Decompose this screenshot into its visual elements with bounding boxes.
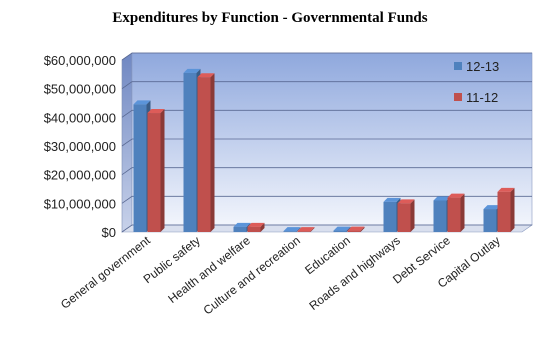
y-tick-label: $40,000,000 — [44, 110, 116, 125]
x-tick-label: Culture and recreation — [201, 233, 303, 317]
gridline — [121, 138, 532, 147]
legend-swatch-series-1 — [454, 62, 462, 70]
bar — [347, 226, 365, 232]
chart-title: Expenditures by Function - Governmental … — [112, 10, 427, 26]
y-tick-label: $0 — [102, 225, 116, 240]
gridline — [121, 109, 532, 118]
y-tick-label: $60,000,000 — [44, 53, 116, 68]
legend-swatch-series-2 — [454, 93, 462, 101]
legend: 12-13 11-12 — [454, 59, 499, 105]
y-tick-label: $50,000,000 — [44, 82, 116, 97]
y-tick-label: $30,000,000 — [44, 139, 116, 154]
gridline — [121, 81, 532, 89]
bar — [197, 73, 215, 232]
x-tick-label: General government — [58, 233, 153, 312]
x-tick-label: Roads and highways — [306, 233, 402, 313]
bar — [247, 222, 265, 232]
legend-label-series-2: 11-12 — [466, 90, 498, 105]
bar — [397, 199, 415, 232]
gridline — [121, 195, 532, 204]
y-tick-label: $10,000,000 — [44, 196, 116, 211]
bar — [447, 193, 465, 232]
y-axis: $0 $10,000,000 $20,000,000 $30,000,000 $40,0… — [44, 53, 116, 240]
bar — [147, 109, 165, 232]
y-tick-label: $20,000,000 — [44, 168, 116, 183]
bar — [297, 227, 315, 232]
bars — [133, 68, 515, 233]
bar — [283, 227, 301, 232]
gridlines — [121, 52, 532, 233]
gridline — [121, 52, 532, 61]
x-tick-label: Health and welfare — [165, 233, 253, 306]
legend-label-series-1: 12-13 — [466, 59, 499, 74]
gridline — [121, 167, 532, 175]
bar — [497, 187, 515, 232]
